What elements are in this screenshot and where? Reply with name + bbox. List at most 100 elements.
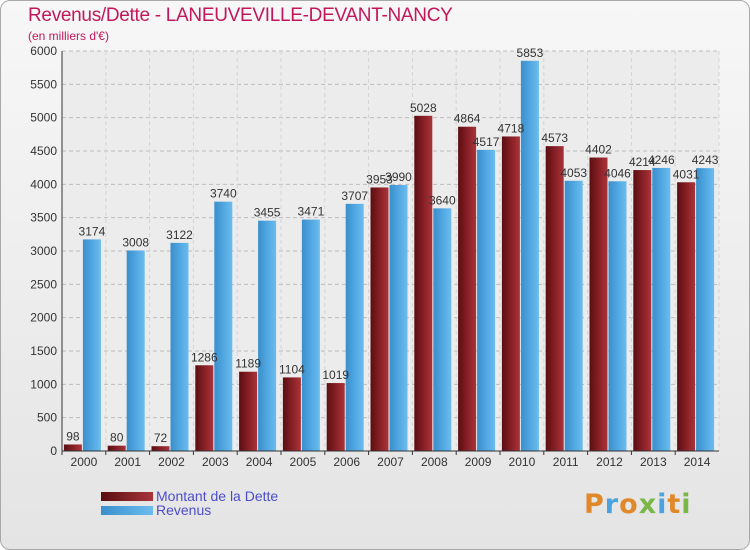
x-tick-label: 2000: [71, 455, 98, 469]
bar-revenus: [126, 250, 145, 451]
x-tick-label: 2014: [684, 455, 711, 469]
data-label-revenus: 3471: [298, 205, 325, 219]
legend-item-dette: Montant de la Dette: [101, 488, 278, 504]
bar-dette: [63, 444, 82, 451]
bar-revenus: [433, 208, 452, 451]
bar-revenus: [608, 181, 627, 451]
bar-revenus: [258, 220, 277, 451]
bar-revenus: [652, 167, 671, 451]
y-tick-label: 5500: [30, 77, 57, 91]
x-tick-label: 2010: [509, 455, 536, 469]
brand-letter: i: [657, 489, 668, 520]
x-tick-label: 2006: [333, 455, 360, 469]
x-tick-label: 2003: [202, 455, 229, 469]
brand-letter: o: [619, 489, 639, 520]
data-label-revenus: 4246: [648, 153, 675, 167]
data-label-revenus: 4053: [560, 166, 587, 180]
brand-letter: r: [604, 489, 620, 520]
bar-revenus: [477, 149, 496, 451]
y-tick-label: 500: [37, 411, 57, 425]
y-tick-label: 4500: [30, 144, 57, 158]
bar-dette: [151, 446, 170, 451]
data-label-revenus: 3740: [210, 187, 237, 201]
bar-dette: [458, 126, 477, 451]
y-tick-label: 3000: [30, 244, 57, 258]
bar-dette: [589, 157, 608, 452]
data-label-revenus: 3008: [122, 235, 149, 249]
data-label-dette: 98: [66, 429, 80, 443]
brand-letter: P: [584, 489, 605, 520]
chart-subtitle: (en milliers d'€): [28, 29, 109, 43]
data-label-revenus: 3640: [429, 193, 456, 207]
data-label-dette: 3953: [366, 172, 393, 186]
brand-letter: i: [681, 489, 692, 520]
data-label-revenus: 3990: [385, 170, 412, 184]
bar-dette: [282, 377, 301, 451]
legend-item-revenus: Revenus: [101, 502, 211, 518]
bar-revenus: [520, 60, 539, 452]
legend-swatch-revenus: [101, 505, 153, 515]
data-label-dette: 5028: [410, 101, 437, 115]
data-label-dette: 4864: [454, 112, 481, 126]
x-tick-label: 2002: [158, 455, 185, 469]
x-tick-label: 2005: [290, 455, 317, 469]
data-label-dette: 4031: [673, 167, 700, 181]
y-tick-label: 4000: [30, 177, 57, 191]
x-tick-label: 2013: [640, 455, 667, 469]
proxiti-logo[interactable]: Proxiti: [584, 489, 692, 520]
bar-revenus: [214, 201, 233, 451]
x-tick-label: 2008: [421, 455, 448, 469]
data-label-revenus: 4517: [473, 135, 500, 149]
bar-dette: [107, 445, 126, 451]
legend-label-revenus: Revenus: [156, 502, 212, 518]
y-tick-label: 6000: [30, 44, 57, 58]
brand-letter: t: [667, 489, 682, 520]
data-label-dette: 4402: [585, 143, 612, 157]
bar-dette: [370, 187, 389, 451]
x-tick-label: 2004: [246, 455, 273, 469]
x-tick-label: 2009: [465, 455, 492, 469]
y-tick-label: 5000: [30, 111, 57, 125]
bar-revenus: [301, 219, 320, 451]
bar-dette: [239, 371, 258, 451]
bar-revenus: [82, 239, 101, 451]
x-tick-label: 2001: [114, 455, 141, 469]
bar-dette: [677, 182, 696, 451]
data-label-revenus: 3122: [166, 228, 193, 242]
data-label-revenus: 5853: [517, 46, 544, 60]
y-tick-label: 2000: [30, 311, 57, 325]
y-tick-label: 1500: [30, 344, 57, 358]
bar-revenus: [389, 185, 408, 451]
data-label-dette: 1104: [279, 362, 305, 376]
data-label-dette: 80: [110, 431, 124, 445]
bar-revenus: [170, 242, 189, 451]
bar-revenus: [564, 180, 583, 452]
y-tick-label: 3500: [30, 211, 57, 225]
x-tick-label: 2007: [377, 455, 404, 469]
data-label-dette: 1019: [322, 368, 349, 382]
bar-dette: [326, 383, 345, 451]
data-label-dette: 72: [154, 431, 168, 445]
x-tick-label: 2012: [596, 455, 623, 469]
bar-revenus: [345, 203, 364, 451]
brand-letter: x: [638, 489, 658, 520]
legend-label-dette: Montant de la Dette: [156, 488, 279, 504]
x-tick-label: 2011: [553, 455, 579, 469]
bar-dette: [501, 136, 520, 451]
data-label-revenus: 3174: [79, 224, 106, 238]
chart-title: Revenus/Dette - LANEUVEVILLE-DEVANT-NANC…: [28, 5, 453, 26]
data-label-revenus: 3455: [254, 206, 281, 220]
data-label-revenus: 4243: [692, 153, 719, 167]
data-label-dette: 1189: [235, 357, 261, 371]
data-label-revenus: 4046: [604, 166, 631, 180]
bar-revenus: [696, 168, 715, 451]
y-tick-label: 1000: [30, 377, 57, 391]
bar-dette: [633, 170, 652, 452]
data-label-dette: 1286: [191, 350, 218, 364]
data-label-revenus: 3707: [341, 189, 368, 203]
bar-dette: [414, 115, 433, 452]
data-label-dette: 4573: [541, 131, 568, 145]
data-label-dette: 4718: [498, 121, 525, 135]
